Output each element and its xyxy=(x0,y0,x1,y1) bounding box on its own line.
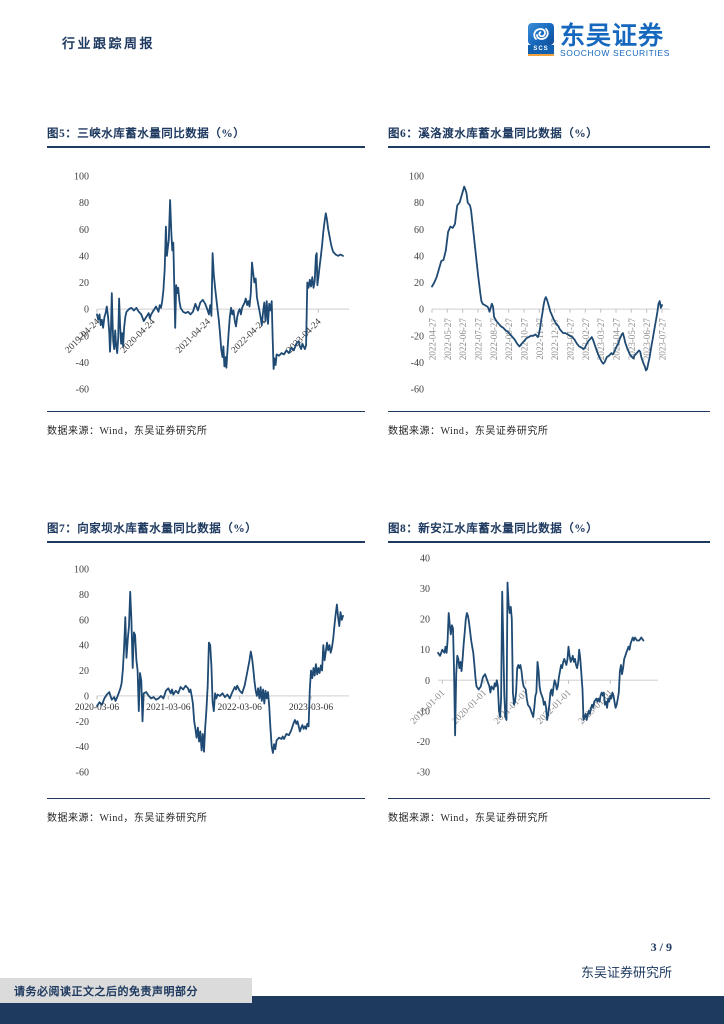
svg-text:2023-03-06: 2023-03-06 xyxy=(289,703,334,713)
svg-text:2022-04-27: 2022-04-27 xyxy=(428,318,438,360)
svg-text:40: 40 xyxy=(79,641,89,652)
figure-8-source: 数据来源：Wind，东吴证券研究所 xyxy=(388,813,549,824)
svg-text:2022-08-27: 2022-08-27 xyxy=(489,318,499,360)
figure-6-title: 图6：溪洛渡水库蓄水量同比数据（%） xyxy=(388,125,710,148)
svg-text:-20: -20 xyxy=(411,331,424,342)
svg-text:2020-03-06: 2020-03-06 xyxy=(75,703,120,713)
svg-text:-40: -40 xyxy=(76,358,89,369)
svg-text:-60: -60 xyxy=(76,768,89,779)
svg-text:2023-02-27: 2023-02-27 xyxy=(581,318,591,360)
svg-text:2023-05-27: 2023-05-27 xyxy=(627,318,637,360)
svg-text:0: 0 xyxy=(84,305,89,316)
svg-text:0: 0 xyxy=(425,676,430,687)
svg-text:2019-01-01: 2019-01-01 xyxy=(409,688,448,727)
svg-text:40: 40 xyxy=(420,554,430,565)
svg-text:-20: -20 xyxy=(76,331,89,342)
logo-text-column: 东吴证券 SOOCHOW SECURITIES xyxy=(560,23,670,58)
svg-text:60: 60 xyxy=(79,615,89,626)
svg-text:80: 80 xyxy=(414,198,424,209)
svg-text:40: 40 xyxy=(414,251,424,262)
svg-text:0: 0 xyxy=(84,691,89,702)
figure-8-line-chart: 40 30 20 10 0 -10 -20 -30 2019-01-01 2020-01-01 20… xyxy=(388,543,710,799)
figure-8-block: 图8：新安江水库蓄水量同比数据（%） 40 30 20 10 0 -10 -20 -30 201… xyxy=(388,520,710,824)
svg-text:2021-04-24: 2021-04-24 xyxy=(174,317,213,356)
svg-text:-40: -40 xyxy=(411,358,424,369)
svg-text:-60: -60 xyxy=(411,385,424,396)
svg-text:2022-03-06: 2022-03-06 xyxy=(218,703,263,713)
soochow-securities-logo: SCS 东吴证券 SOOCHOW SECURITIES xyxy=(528,23,670,58)
logo-scs-label: SCS xyxy=(528,45,554,56)
svg-text:2022-11-27: 2022-11-27 xyxy=(535,318,545,360)
figure-5-source: 数据来源：Wind，东吴证券研究所 xyxy=(47,426,208,437)
svg-text:2023-07-27: 2023-07-27 xyxy=(658,318,668,360)
svg-text:2021-03-06: 2021-03-06 xyxy=(146,703,191,713)
svg-text:2019-04-24: 2019-04-24 xyxy=(64,317,103,356)
svg-text:-20: -20 xyxy=(417,737,430,748)
figure-7-title: 图7：向家坝水库蓄水量同比数据（%） xyxy=(47,520,365,543)
svg-text:-60: -60 xyxy=(76,385,89,396)
figure-7-source: 数据来源：Wind，东吴证券研究所 xyxy=(47,813,208,824)
svg-text:100: 100 xyxy=(409,172,424,183)
svg-text:60: 60 xyxy=(414,225,424,236)
disclaimer-box: 请务必阅读正文之后的免责声明部分 xyxy=(0,978,252,1003)
svg-text:2023-03-27: 2023-03-27 xyxy=(596,318,606,360)
page-number: 3 / 9 xyxy=(650,940,672,954)
svg-text:2023-01-27: 2023-01-27 xyxy=(566,318,576,360)
svg-text:2022-06-27: 2022-06-27 xyxy=(458,318,468,360)
svg-text:-40: -40 xyxy=(76,742,89,753)
figure-6-block: 图6：溪洛渡水库蓄水量同比数据（%） 100 80 60 40 20 0 -20 -40 -60… xyxy=(388,125,710,437)
svg-text:60: 60 xyxy=(79,225,89,236)
svg-text:2022-12-27: 2022-12-27 xyxy=(550,318,560,360)
figure-7-block: 图7：向家坝水库蓄水量同比数据（%） 100 80 60 40 20 0 -20 -40 -60… xyxy=(47,520,365,824)
research-institute-label: 东吴证券研究所 xyxy=(580,965,672,980)
svg-text:2022-10-27: 2022-10-27 xyxy=(520,318,530,360)
figure-5-title: 图5：三峡水库蓄水量同比数据（%） xyxy=(47,125,365,148)
figure-5-block: 图5：三峡水库蓄水量同比数据（%） 100 80 60 40 20 0 -20 -40 -60 2… xyxy=(47,125,365,437)
figure-6-source: 数据来源：Wind，东吴证券研究所 xyxy=(388,426,549,437)
figure-6-line-chart: 100 80 60 40 20 0 -20 -40 -60 2022-04-27 2022-05-2… xyxy=(388,148,710,412)
svg-text:2022-07-27: 2022-07-27 xyxy=(474,318,484,360)
svg-text:20: 20 xyxy=(414,278,424,289)
svg-text:-30: -30 xyxy=(417,768,430,779)
svg-text:20: 20 xyxy=(420,615,430,626)
figure-8-title: 图8：新安江水库蓄水量同比数据（%） xyxy=(388,520,710,543)
svg-text:100: 100 xyxy=(74,565,89,576)
disclaimer-text: 请务必阅读正文之后的免责声明部分 xyxy=(14,985,198,998)
svg-text:80: 80 xyxy=(79,198,89,209)
report-type-label: 行业跟踪周报 xyxy=(62,36,156,51)
soochow-swirl-icon xyxy=(528,23,554,45)
svg-text:2023-04-27: 2023-04-27 xyxy=(612,318,622,360)
svg-text:20: 20 xyxy=(79,278,89,289)
logo-english-name: SOOCHOW SECURITIES xyxy=(560,48,670,58)
svg-text:2023-06-27: 2023-06-27 xyxy=(642,318,652,360)
logo-icon-column: SCS xyxy=(528,23,554,56)
svg-text:0: 0 xyxy=(419,305,424,316)
logo-chinese-name: 东吴证券 xyxy=(560,22,665,50)
svg-text:100: 100 xyxy=(74,172,89,183)
svg-text:80: 80 xyxy=(79,590,89,601)
svg-text:2022-05-27: 2022-05-27 xyxy=(443,318,453,360)
svg-text:30: 30 xyxy=(420,584,430,595)
svg-text:20: 20 xyxy=(79,666,89,677)
svg-text:-10: -10 xyxy=(417,706,430,717)
svg-text:40: 40 xyxy=(79,251,89,262)
figure-5-line-chart: 100 80 60 40 20 0 -20 -40 -60 2019-04-24 2020-04-2… xyxy=(47,148,365,412)
svg-text:10: 10 xyxy=(420,645,430,656)
figure-7-line-chart: 100 80 60 40 20 0 -20 -40 -60 2020-03-06 2021-03-0… xyxy=(47,543,365,799)
svg-text:2022-09-27: 2022-09-27 xyxy=(504,318,514,360)
svg-text:-20: -20 xyxy=(76,717,89,728)
